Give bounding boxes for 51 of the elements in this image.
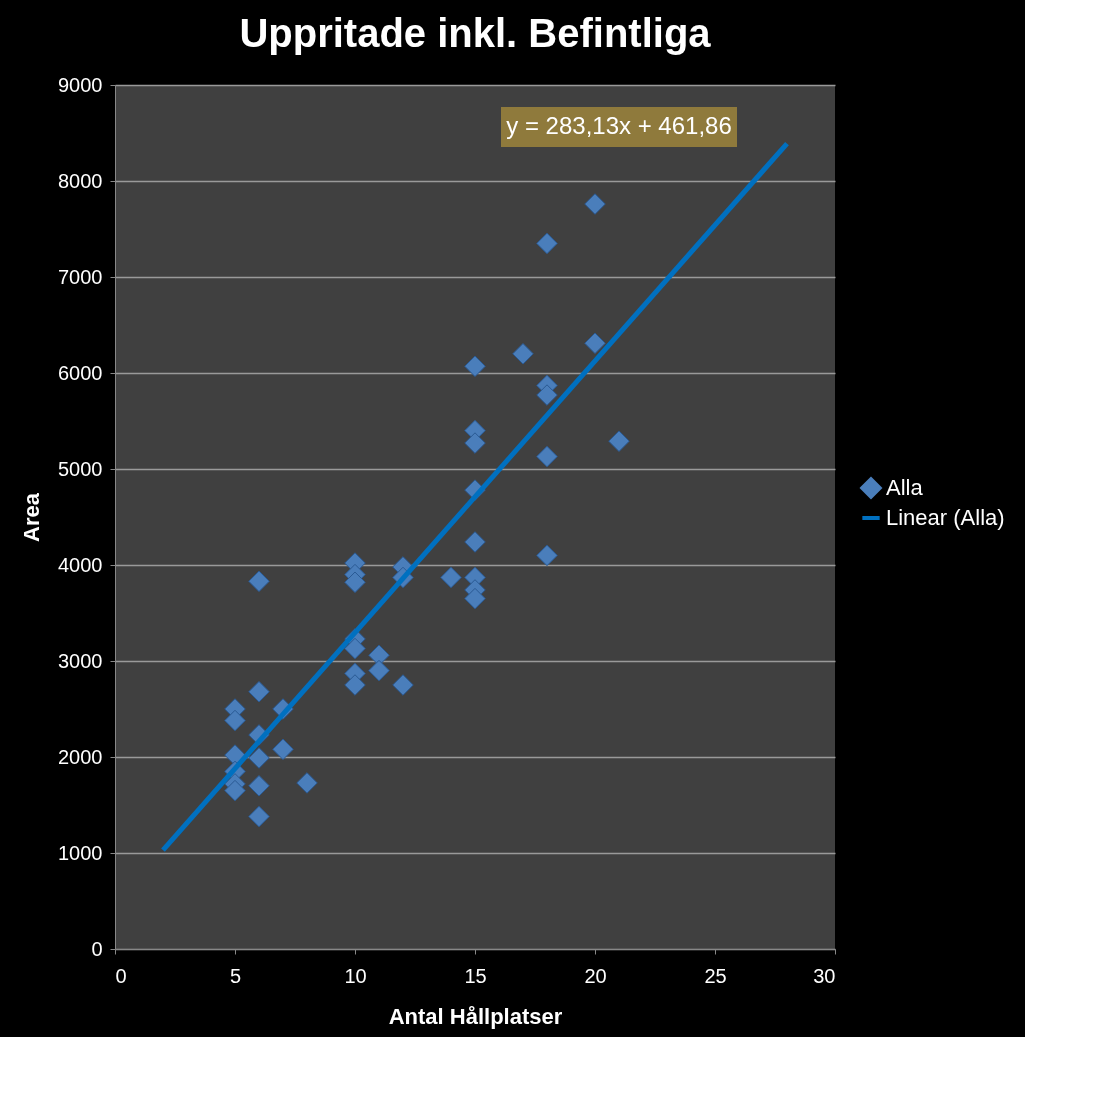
point	[272, 738, 294, 761]
point	[464, 587, 486, 610]
point	[248, 570, 270, 593]
point	[440, 566, 462, 589]
y-tick-label: 7000	[58, 265, 103, 288]
point	[464, 432, 486, 454]
y-tick-label: 1000	[58, 841, 103, 864]
x-tick-label: 10	[344, 964, 367, 987]
x-tick-label: 25	[704, 964, 727, 987]
point	[584, 193, 606, 215]
x-tick-label: 30	[813, 964, 836, 987]
point	[344, 674, 366, 696]
point	[368, 659, 390, 682]
point	[344, 637, 366, 660]
legend-label: Linear (Alla)	[886, 505, 1005, 530]
point	[296, 772, 318, 794]
y-tick-label: 3000	[58, 649, 103, 672]
x-tick-label: 5	[229, 964, 242, 987]
y-tick-label: 2000	[58, 745, 103, 768]
point	[536, 445, 558, 468]
point	[512, 343, 534, 365]
x-tick-label: 0	[115, 964, 127, 987]
annotation: y = 283,13x + 461,86	[506, 112, 732, 139]
point	[536, 384, 558, 406]
y-tick-label: 6000	[58, 361, 103, 384]
point	[464, 355, 486, 378]
point	[344, 571, 366, 594]
x-tick-label: 20	[584, 964, 607, 987]
point	[584, 332, 606, 354]
y-axis-title: Area	[19, 492, 45, 542]
y-tick-label: 9000	[58, 73, 103, 96]
point	[536, 544, 558, 567]
point	[224, 779, 246, 802]
point	[536, 232, 558, 255]
legend-label: Alla	[886, 475, 924, 500]
point	[248, 805, 270, 828]
x-axis-title: Antal Hållplatser	[388, 1003, 563, 1029]
y-tick-label: 0	[91, 937, 103, 960]
point	[224, 709, 246, 732]
point	[248, 775, 270, 797]
point	[608, 430, 630, 452]
y-tick-label: 4000	[58, 553, 103, 576]
point	[248, 747, 270, 769]
x-tick-label: 15	[464, 964, 487, 987]
point	[392, 674, 414, 696]
y-tick-label: 8000	[58, 169, 103, 192]
chart-title: Uppritade inkl. Befintliga	[239, 11, 712, 55]
point	[464, 531, 486, 553]
y-tick-label: 5000	[58, 457, 103, 480]
point	[224, 744, 246, 766]
point	[248, 680, 270, 703]
